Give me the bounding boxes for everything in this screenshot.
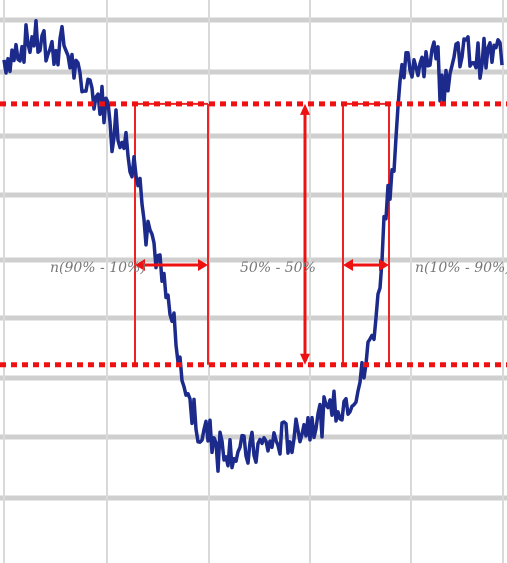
annotation-fall-time: n(90% - 10%)	[50, 260, 146, 276]
arrow-fall-head-right	[198, 259, 208, 271]
signal-trace	[2, 18, 504, 473]
measurement-guides	[134, 102, 390, 365]
threshold-levels	[0, 101, 507, 368]
arrow-fall-head-left	[135, 259, 145, 271]
annotation-pulse-width: 50% - 50%	[240, 260, 316, 276]
arrow-width-head-top	[300, 103, 310, 115]
arrow-width-head-bottom	[300, 353, 310, 365]
arrow-rise-head-left	[343, 259, 353, 271]
arrow-rise-head-right	[379, 259, 389, 271]
measurement-arrows	[135, 103, 389, 365]
annotation-rise-time: n(10% - 90%)	[415, 260, 507, 276]
